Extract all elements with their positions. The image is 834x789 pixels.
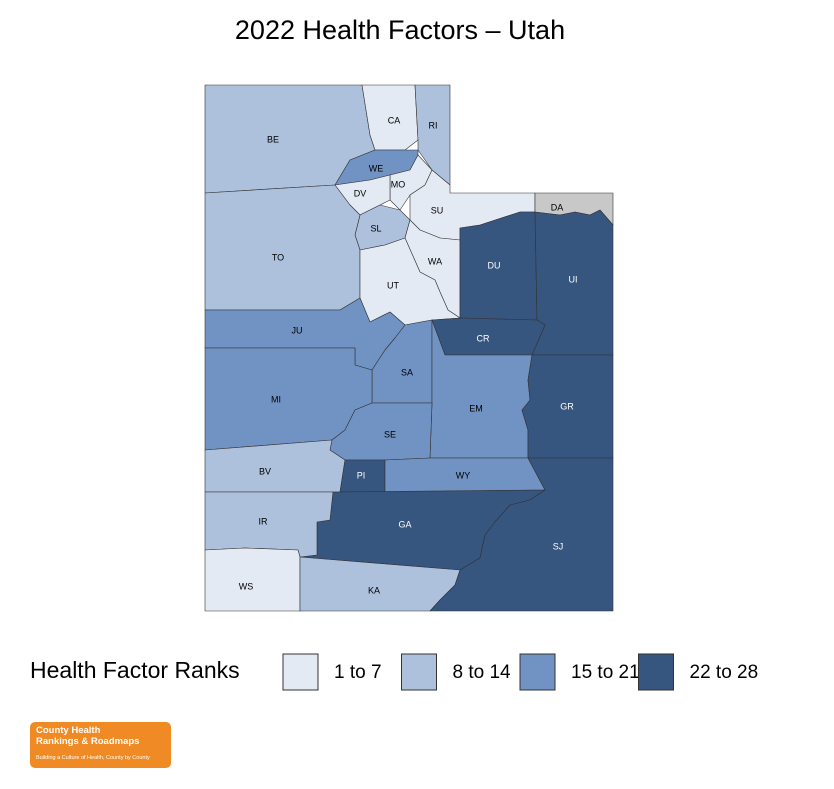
county-label: SJ bbox=[553, 541, 564, 551]
county-label: SE bbox=[384, 429, 396, 439]
county-label: SL bbox=[370, 223, 381, 233]
county-label: DV bbox=[354, 188, 367, 198]
county-label: SA bbox=[401, 367, 413, 377]
county-label: MO bbox=[391, 179, 406, 189]
county-label: WY bbox=[456, 470, 471, 480]
county-label: IR bbox=[259, 516, 269, 526]
county-label: UT bbox=[387, 280, 399, 290]
map-title: 2022 Health Factors – Utah bbox=[235, 15, 565, 45]
county-shape bbox=[429, 457, 614, 612]
county-label: MI bbox=[271, 394, 281, 404]
county-label: EM bbox=[469, 403, 483, 413]
county-shape bbox=[204, 491, 334, 558]
county-label: BV bbox=[259, 466, 271, 476]
county-label: BE bbox=[267, 134, 279, 144]
county-label: WA bbox=[428, 256, 442, 266]
county-label: CA bbox=[388, 115, 401, 125]
legend-swatch bbox=[401, 653, 437, 691]
legend-label: 22 to 28 bbox=[690, 662, 759, 683]
legend: 1 to 7 8 to 14 15 to 21 22 to 28 bbox=[282, 653, 759, 691]
county-label: PI bbox=[357, 470, 366, 480]
logo-line: Rankings & Roadmaps bbox=[36, 736, 139, 747]
legend-label: 1 to 7 bbox=[334, 662, 382, 683]
county-label: GA bbox=[398, 519, 411, 529]
logo-tagline: Building a Culture of Health, County by … bbox=[36, 755, 150, 761]
county-label: RI bbox=[429, 120, 438, 130]
county-label: UI bbox=[569, 274, 578, 284]
legend-label: 8 to 14 bbox=[453, 662, 512, 683]
legend-label: 15 to 21 bbox=[571, 662, 640, 683]
county-shape bbox=[521, 354, 614, 459]
county-label: DU bbox=[488, 260, 501, 270]
county-shape bbox=[204, 547, 301, 612]
county-shape bbox=[204, 184, 361, 311]
county-label: CR bbox=[477, 333, 490, 343]
legend-swatch bbox=[282, 653, 319, 691]
logo-line: County Health bbox=[36, 725, 101, 736]
county-label: DA bbox=[551, 202, 564, 212]
county-label: WS bbox=[239, 581, 254, 591]
county-label: JU bbox=[292, 325, 303, 335]
county-label: TO bbox=[272, 252, 284, 262]
logo-box bbox=[30, 722, 171, 768]
county-label: SU bbox=[431, 205, 444, 215]
legend-title: Health Factor Ranks bbox=[30, 657, 240, 683]
county-label: WE bbox=[369, 163, 384, 173]
legend-swatch bbox=[638, 653, 674, 691]
county-layer: BE CA RI WE MO DV SU SL WA TO UT DU DA UI JU CR SA MI EM GR… bbox=[204, 84, 614, 612]
county-label: GR bbox=[560, 401, 574, 411]
legend-swatch bbox=[519, 653, 556, 691]
county-label: KA bbox=[368, 585, 380, 595]
